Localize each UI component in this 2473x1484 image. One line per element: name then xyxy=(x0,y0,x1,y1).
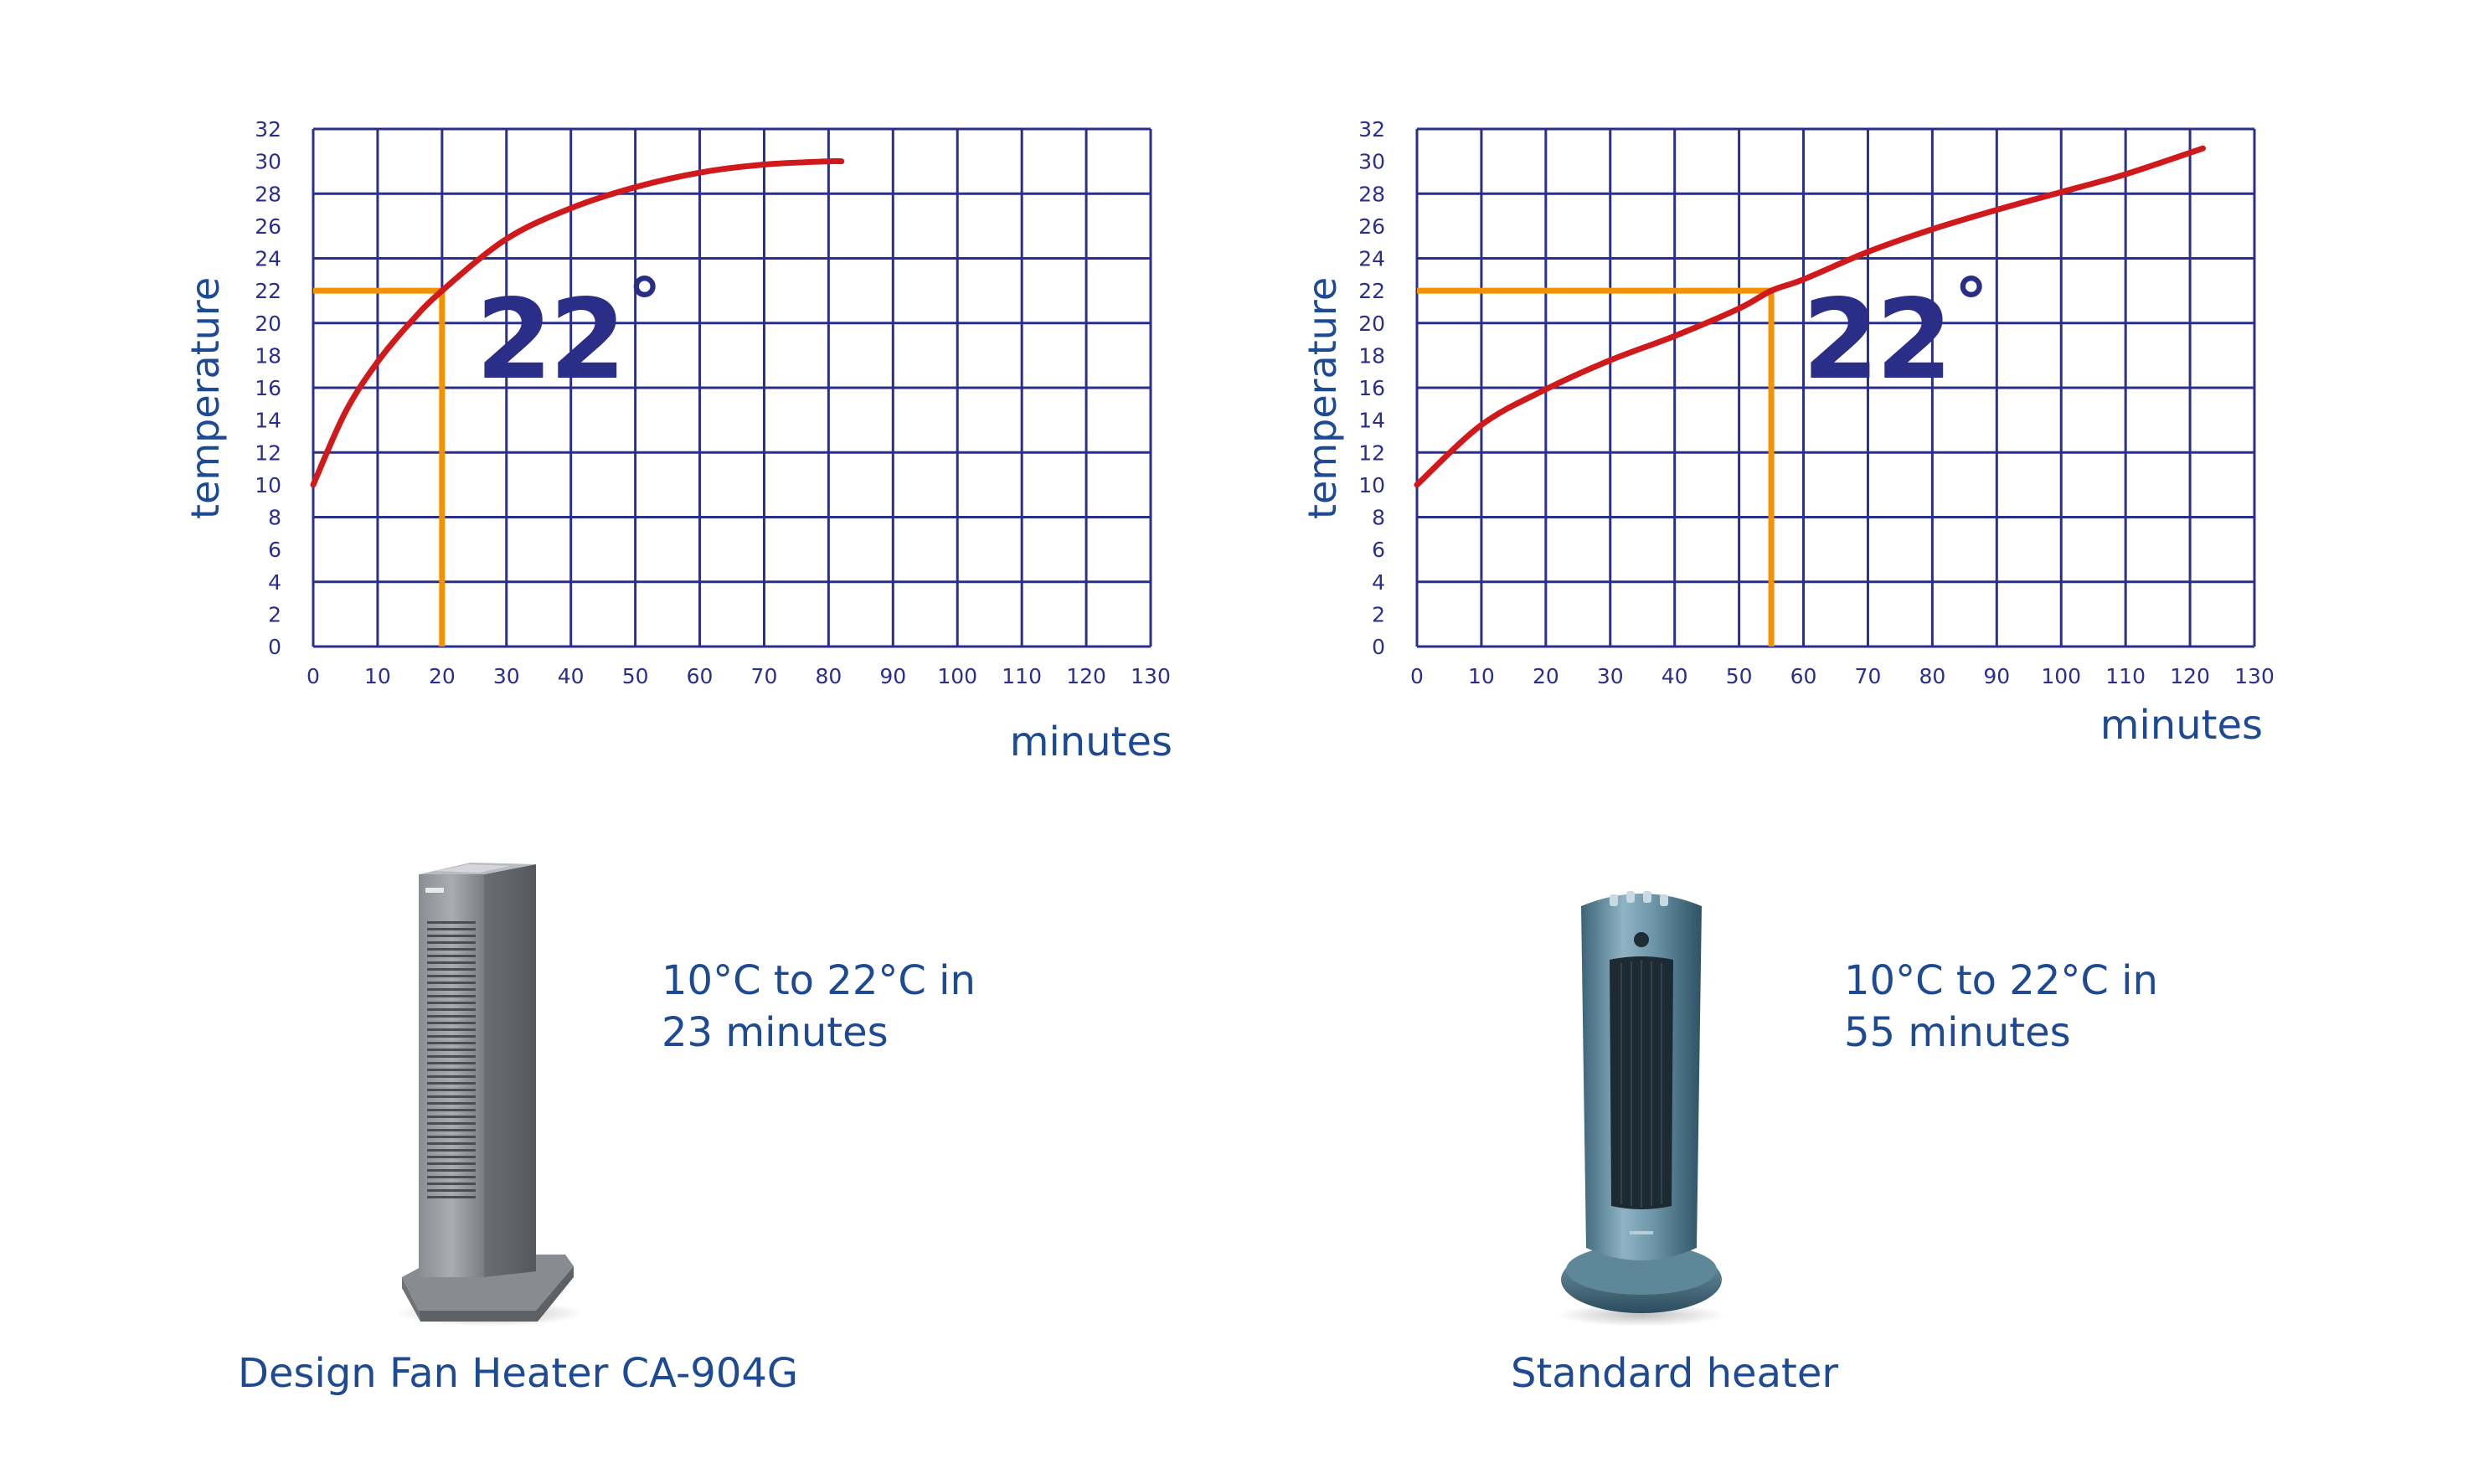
x-tick-label: 30 xyxy=(493,664,520,688)
caption-line-1: 10°C to 22°C in xyxy=(662,957,976,1004)
y-tick-label: 12 xyxy=(1358,441,1385,465)
x-tick-label: 130 xyxy=(1131,664,1171,688)
x-tick-label: 60 xyxy=(687,664,714,688)
y-tick-label: 10 xyxy=(255,473,281,497)
y-tick-label: 18 xyxy=(1358,343,1385,368)
x-tick-label: 50 xyxy=(622,664,649,688)
x-tick-label: 50 xyxy=(1726,664,1753,688)
y-tick-label: 24 xyxy=(1358,247,1385,271)
x-tick-label: 80 xyxy=(815,664,842,688)
x-tick-label: 20 xyxy=(1533,664,1559,688)
degree-symbol: ° xyxy=(1954,264,1988,342)
y-tick-label: 12 xyxy=(255,441,281,465)
y-tick-label: 8 xyxy=(268,506,281,530)
y-tick-label: 24 xyxy=(255,247,281,271)
x-tick-label: 100 xyxy=(937,664,977,688)
target-temperature-label: 22° xyxy=(1802,270,1988,396)
x-tick-label: 60 xyxy=(1790,664,1817,688)
y-tick-label: 28 xyxy=(1358,182,1385,206)
y-tick-label: 6 xyxy=(268,538,281,562)
product-name: Design Fan Heater CA-904G xyxy=(238,1350,799,1397)
temperature-curve xyxy=(310,157,845,488)
y-tick-label: 32 xyxy=(255,117,281,142)
y-tick-label: 16 xyxy=(255,376,281,400)
y-tick-label: 20 xyxy=(255,312,281,336)
y-tick-label: 14 xyxy=(255,409,281,433)
x-tick-label: 70 xyxy=(1855,664,1882,688)
y-tick-label: 32 xyxy=(1358,117,1385,142)
x-tick-label: 90 xyxy=(879,664,906,688)
y-tick-label: 10 xyxy=(1358,473,1385,497)
y-tick-label: 8 xyxy=(1372,506,1385,530)
target-temperature-value: 22 xyxy=(1802,276,1953,404)
y-tick-label: 22 xyxy=(255,279,281,303)
x-tick-label: 120 xyxy=(2170,664,2210,688)
y-axis-title: temperature xyxy=(1300,276,1345,519)
y-tick-label: 22 xyxy=(1358,279,1385,303)
x-tick-label: 40 xyxy=(558,664,585,688)
x-tick-label: 40 xyxy=(1662,664,1688,688)
x-tick-label: 0 xyxy=(307,664,320,688)
heat-up-caption: 10°C to 22°C in 23 minutes xyxy=(662,955,976,1059)
y-tick-label: 20 xyxy=(1358,312,1385,336)
tower-fan-heater-gray-image xyxy=(396,863,584,1327)
x-tick-label: 70 xyxy=(751,664,778,688)
y-tick-label: 28 xyxy=(255,182,281,206)
caption-line-1: 10°C to 22°C in xyxy=(1844,957,2158,1004)
y-tick-label: 26 xyxy=(255,214,281,239)
x-axis-title: minutes xyxy=(2099,702,2263,749)
y-tick-label: 2 xyxy=(268,602,281,626)
y-tick-label: 18 xyxy=(255,343,281,368)
product-name: Standard heater xyxy=(1511,1350,1839,1397)
x-tick-label: 90 xyxy=(1983,664,2010,688)
x-tick-label: 0 xyxy=(1410,664,1424,688)
y-tick-label: 4 xyxy=(1372,570,1385,595)
caption-line-2: 23 minutes xyxy=(662,1009,889,1056)
x-tick-label: 100 xyxy=(2041,664,2081,688)
x-tick-label: 10 xyxy=(364,664,391,688)
target-temperature-value: 22 xyxy=(476,276,626,404)
x-tick-label: 10 xyxy=(1468,664,1495,688)
x-tick-label: 80 xyxy=(1919,664,1945,688)
x-tick-label: 110 xyxy=(2105,664,2146,688)
y-tick-label: 26 xyxy=(1358,214,1385,239)
caption-line-2: 55 minutes xyxy=(1844,1009,2071,1056)
x-tick-label: 20 xyxy=(429,664,456,688)
y-tick-label: 30 xyxy=(255,150,281,174)
y-tick-label: 6 xyxy=(1372,538,1385,562)
y-tick-label: 2 xyxy=(1372,602,1385,626)
tower-heater-blue-image xyxy=(1558,891,1725,1327)
y-tick-label: 0 xyxy=(268,635,281,659)
target-temperature-label: 22° xyxy=(476,270,662,396)
x-tick-label: 110 xyxy=(1002,664,1042,688)
y-tick-label: 14 xyxy=(1358,409,1385,433)
heat-up-caption: 10°C to 22°C in 55 minutes xyxy=(1844,955,2158,1059)
temperature-curve xyxy=(1414,145,2206,488)
x-tick-label: 120 xyxy=(1066,664,1106,688)
y-tick-label: 16 xyxy=(1358,376,1385,400)
x-tick-label: 130 xyxy=(2234,664,2275,688)
y-tick-label: 4 xyxy=(268,570,281,595)
x-axis-title: minutes xyxy=(1009,719,1172,765)
x-tick-label: 30 xyxy=(1597,664,1624,688)
y-tick-label: 0 xyxy=(1372,635,1385,659)
degree-symbol: ° xyxy=(627,264,662,342)
target-marker-line xyxy=(1417,287,1775,647)
y-tick-label: 30 xyxy=(1358,150,1385,174)
